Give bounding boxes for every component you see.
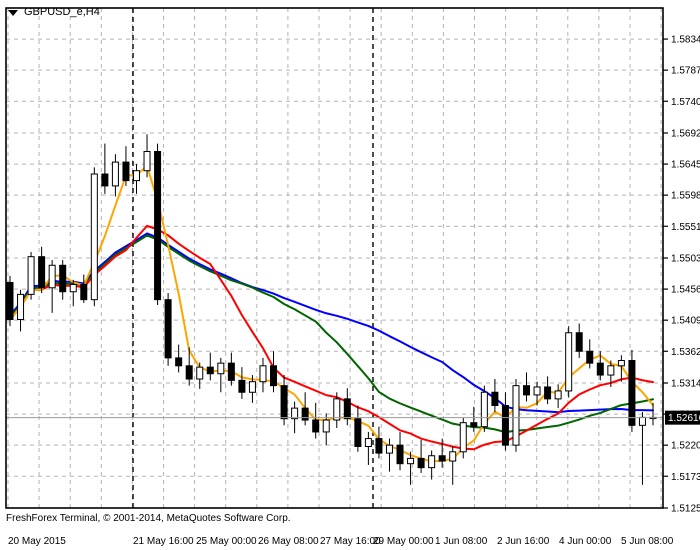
- y-axis-tick-label: 1.54090: [671, 316, 700, 327]
- y-axis-tick-label: 1.54560: [671, 285, 700, 296]
- symbol-header[interactable]: GBPUSD_e,H4: [8, 6, 100, 18]
- x-axis-tick-label: 1 Jun 08:00: [435, 536, 488, 547]
- x-axis-labels: 20 May 2015 21 May 16:00 25 May 00:00 26 Ma…: [8, 536, 674, 547]
- x-axis-tick-label: 2 Jun 16:00: [497, 536, 550, 547]
- x-axis-tick-label: 25 May 00:00: [196, 536, 257, 547]
- x-axis-tick-label: 27 May 16:00: [320, 536, 381, 547]
- symbol-label: GBPUSD_e,H4: [24, 6, 100, 18]
- y-axis-tick-label: 1.56450: [671, 160, 700, 171]
- x-axis-tick-label: 26 May 08:00: [258, 536, 319, 547]
- x-axis-tick-label: 29 May 00:00: [373, 536, 434, 547]
- x-axis-tick-label: 20 May 2015: [8, 536, 66, 547]
- y-axis-tick-label: 1.51730: [671, 472, 700, 483]
- y-axis-tick-label: 1.55030: [671, 254, 700, 265]
- x-axis-tick-label: 5 Jun 08:00: [621, 536, 674, 547]
- y-axis-tick-label: 1.53620: [671, 347, 700, 358]
- candlestick-series: [6, 134, 657, 485]
- x-axis-tick-label: 21 May 16:00: [133, 536, 194, 547]
- y-axis-tick-label: 1.53140: [671, 379, 700, 390]
- y-axis-tick-label: 1.57870: [671, 66, 700, 77]
- y-axis-tick-label: 1.58340: [671, 35, 700, 46]
- chevron-down-icon[interactable]: [8, 10, 18, 16]
- y-axis-tick-label: 1.55510: [671, 222, 700, 233]
- current-price-value: 1.52616: [668, 413, 700, 424]
- y-axis-tick-label: 1.57400: [671, 97, 700, 108]
- current-price-tag[interactable]: 1.52616: [665, 410, 700, 425]
- y-axis-tick-label: 1.52200: [671, 441, 700, 452]
- x-axis-tick-label: 4 Jun 00:00: [559, 536, 612, 547]
- copyright-label: FreshForex Terminal, © 2001-2014, MetaQu…: [6, 513, 291, 524]
- y-axis-tick-label: 1.51250: [671, 504, 700, 515]
- y-axis-tick-label: 1.56920: [671, 129, 700, 140]
- y-axis-tick-label: 1.55980: [671, 191, 700, 202]
- day-separator-lines: [132, 8, 374, 508]
